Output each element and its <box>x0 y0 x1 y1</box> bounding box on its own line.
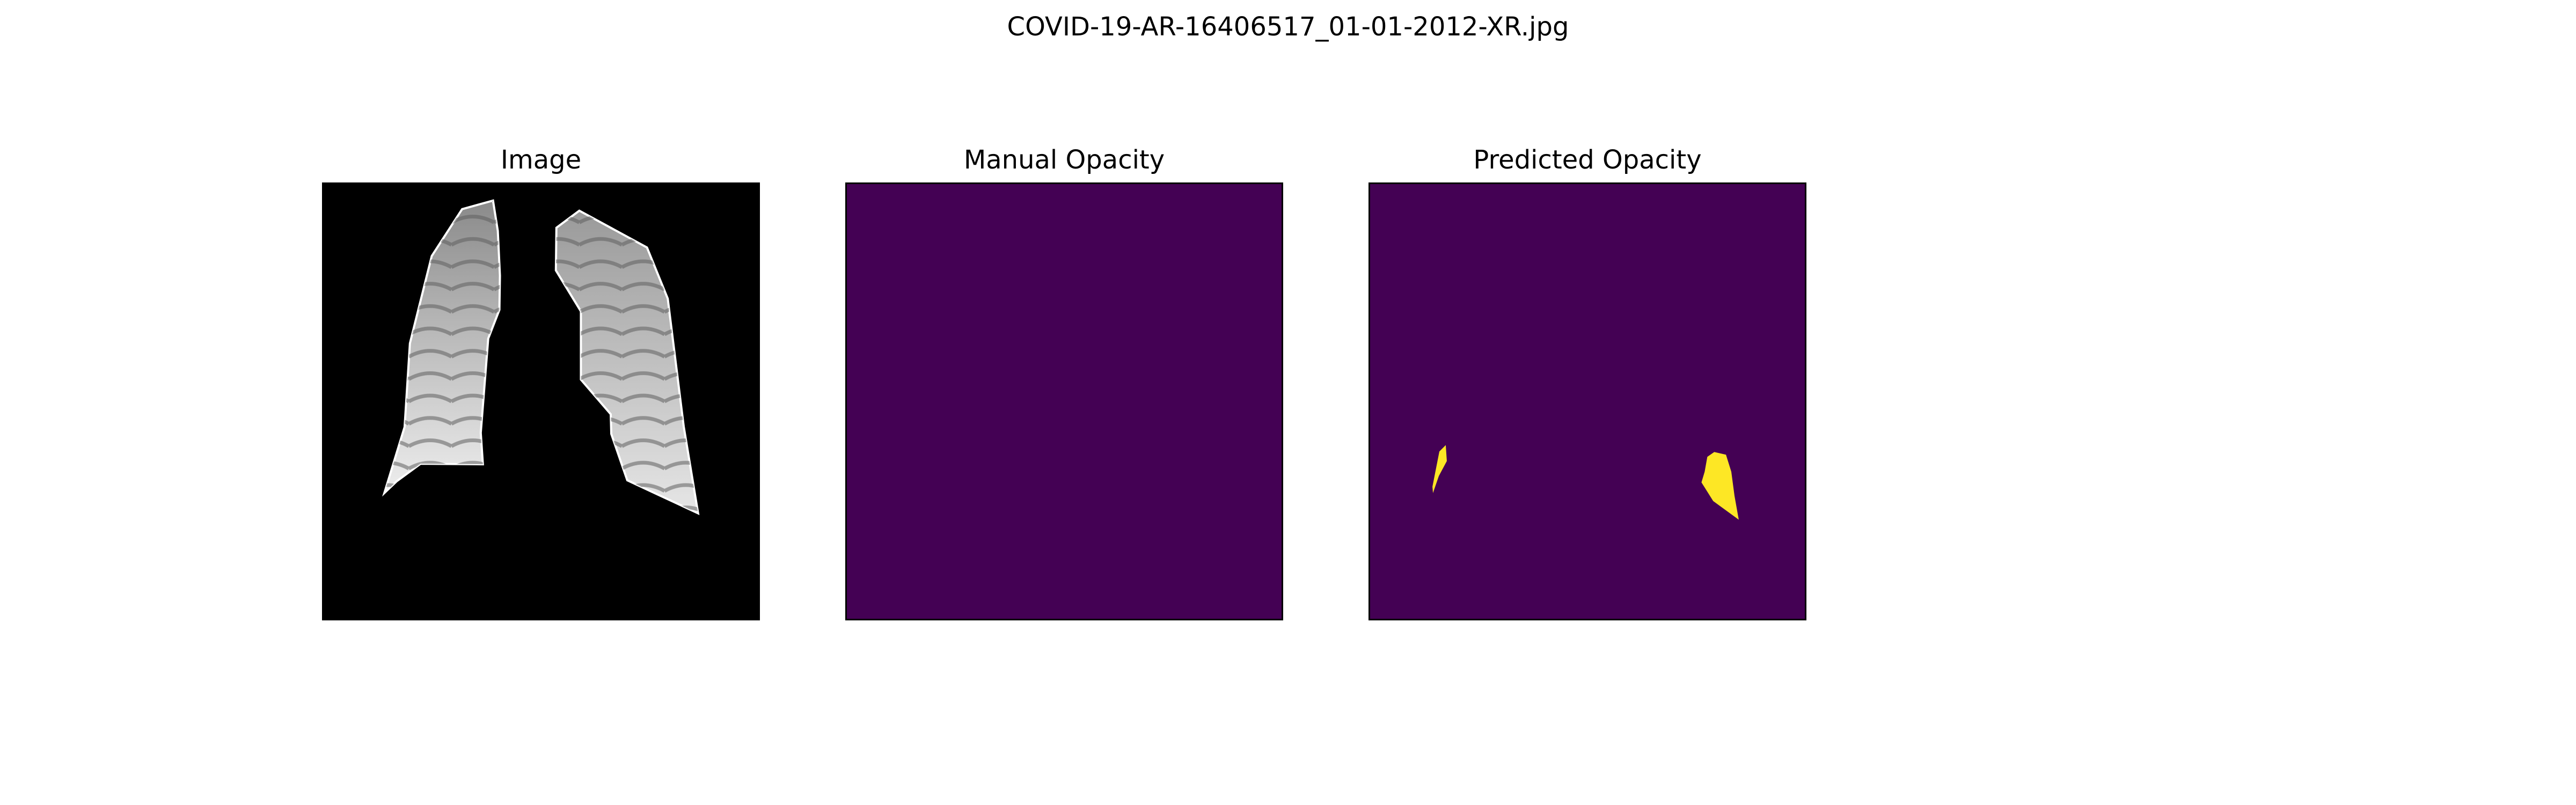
manual-opacity-mask <box>847 184 1282 619</box>
predicted-region-right <box>1701 452 1739 520</box>
predicted-region-left <box>1432 445 1447 493</box>
panel-image <box>322 182 760 620</box>
figure-title: COVID-19-AR-16406517_01-01-2012-XR.jpg <box>1007 12 1569 42</box>
lung-left <box>382 199 501 497</box>
panel-title-manual-opacity: Manual Opacity <box>963 145 1165 175</box>
panel-title-image: Image <box>500 145 582 175</box>
panel-manual-opacity <box>845 182 1283 620</box>
mask-background <box>1370 184 1805 619</box>
lung-right <box>554 209 700 515</box>
xray-image <box>324 184 758 619</box>
panel-predicted-opacity <box>1368 182 1806 620</box>
panel-title-predicted-opacity: Predicted Opacity <box>1473 145 1702 175</box>
image-background <box>324 184 758 619</box>
mask-background <box>847 184 1282 619</box>
predicted-opacity-mask <box>1370 184 1805 619</box>
